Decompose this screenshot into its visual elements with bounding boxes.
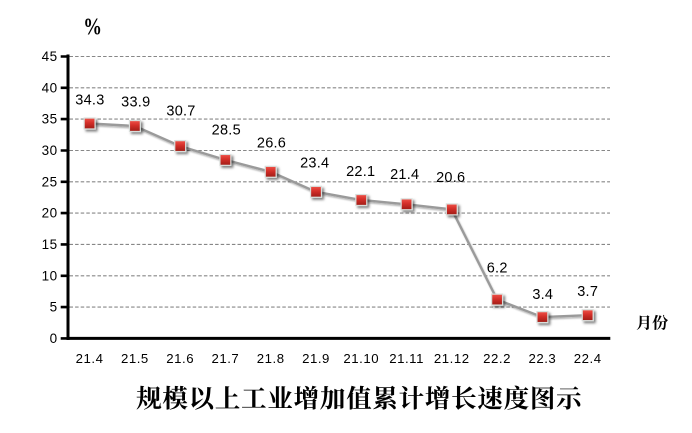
svg-text:20: 20: [42, 206, 58, 221]
svg-text:22.1: 22.1: [346, 164, 375, 180]
svg-text:21.9: 21.9: [302, 351, 330, 366]
svg-text:35: 35: [42, 112, 58, 127]
svg-text:10: 10: [42, 268, 58, 283]
svg-text:%: %: [83, 14, 102, 41]
svg-text:21.8: 21.8: [257, 351, 285, 366]
svg-text:23.4: 23.4: [300, 156, 329, 172]
svg-text:28.5: 28.5: [212, 122, 241, 138]
svg-text:3.7: 3.7: [577, 284, 598, 300]
svg-text:26.6: 26.6: [257, 136, 286, 152]
svg-text:0: 0: [50, 331, 58, 346]
svg-text:21.6: 21.6: [166, 351, 194, 366]
svg-text:3.4: 3.4: [532, 287, 553, 303]
svg-text:25: 25: [42, 174, 58, 189]
svg-text:40: 40: [42, 80, 58, 95]
svg-text:21.7: 21.7: [211, 351, 239, 366]
svg-text:30.7: 30.7: [166, 103, 195, 119]
svg-text:21.4: 21.4: [390, 167, 419, 183]
svg-text:21.4: 21.4: [76, 351, 104, 366]
svg-text:21.12: 21.12: [434, 351, 470, 366]
svg-text:21.5: 21.5: [121, 351, 149, 366]
svg-text:5: 5: [50, 300, 58, 315]
svg-text:6.2: 6.2: [487, 261, 508, 277]
svg-text:33.9: 33.9: [121, 94, 150, 110]
svg-text:21.10: 21.10: [343, 351, 379, 366]
svg-text:20.6: 20.6: [436, 170, 465, 186]
svg-text:22.3: 22.3: [528, 351, 556, 366]
svg-text:34.3: 34.3: [75, 93, 104, 109]
svg-text:22.2: 22.2: [483, 351, 511, 366]
svg-text:15: 15: [42, 237, 58, 252]
svg-text:30: 30: [42, 143, 58, 158]
svg-text:21.11: 21.11: [389, 351, 424, 366]
svg-text:45: 45: [42, 49, 58, 64]
svg-text:22.4: 22.4: [574, 351, 602, 366]
